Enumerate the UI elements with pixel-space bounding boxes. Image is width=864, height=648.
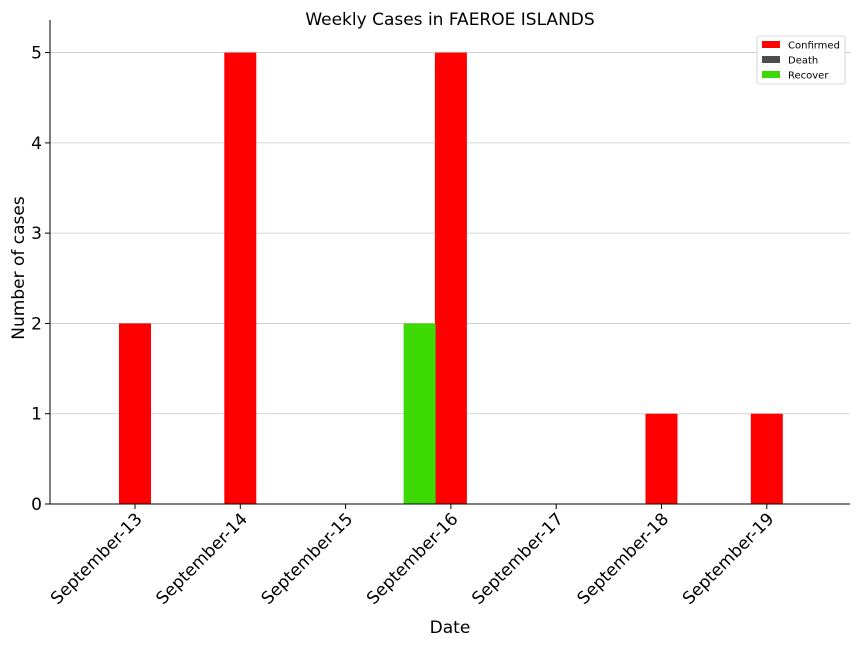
y-tick-label: 4 (31, 134, 42, 154)
bar-recover-september-15 (403, 323, 436, 504)
bar-confirmed-september-14 (224, 52, 257, 504)
legend-swatch-death (762, 56, 780, 63)
y-tick-label: 5 (31, 44, 42, 64)
legend-label-confirmed: Confirmed (788, 41, 840, 52)
y-ticks: 0 1 2 3 4 5 (31, 44, 50, 515)
legend-swatch-recover (762, 71, 780, 78)
x-axis-label: Date (430, 618, 471, 638)
legend: Confirmed Death Recover (756, 35, 846, 85)
x-tick-label: September-14 (152, 509, 251, 608)
legend-label-recover: Recover (788, 71, 829, 82)
axes (49, 20, 850, 505)
x-tick-label: September-15 (258, 509, 357, 608)
bar-confirmed-september-13 (119, 323, 151, 504)
x-tick-label: September-19 (679, 509, 778, 608)
bars (119, 52, 783, 504)
y-axis-label: Number of cases (9, 196, 29, 340)
legend-label-death: Death (788, 56, 818, 67)
x-tick-label: September-18 (574, 509, 673, 608)
x-tick-label: September-13 (47, 509, 146, 608)
y-tick-label: 1 (31, 405, 42, 425)
bar-confirmed-september-19 (750, 413, 783, 504)
x-ticks: September-13 September-14 September-15 Sept… (47, 504, 778, 609)
y-tick-label: 0 (31, 495, 42, 515)
legend-swatch-confirmed (762, 41, 780, 48)
bar-confirmed-september-16 (434, 52, 467, 504)
y-tick-label: 2 (31, 314, 42, 334)
x-tick-label: September-16 (363, 509, 462, 608)
bar-confirmed-september-18 (645, 413, 678, 504)
x-tick-label: September-17 (468, 509, 567, 608)
chart-title: Weekly Cases in FAEROE ISLANDS (305, 10, 594, 30)
y-tick-label: 3 (31, 224, 42, 244)
